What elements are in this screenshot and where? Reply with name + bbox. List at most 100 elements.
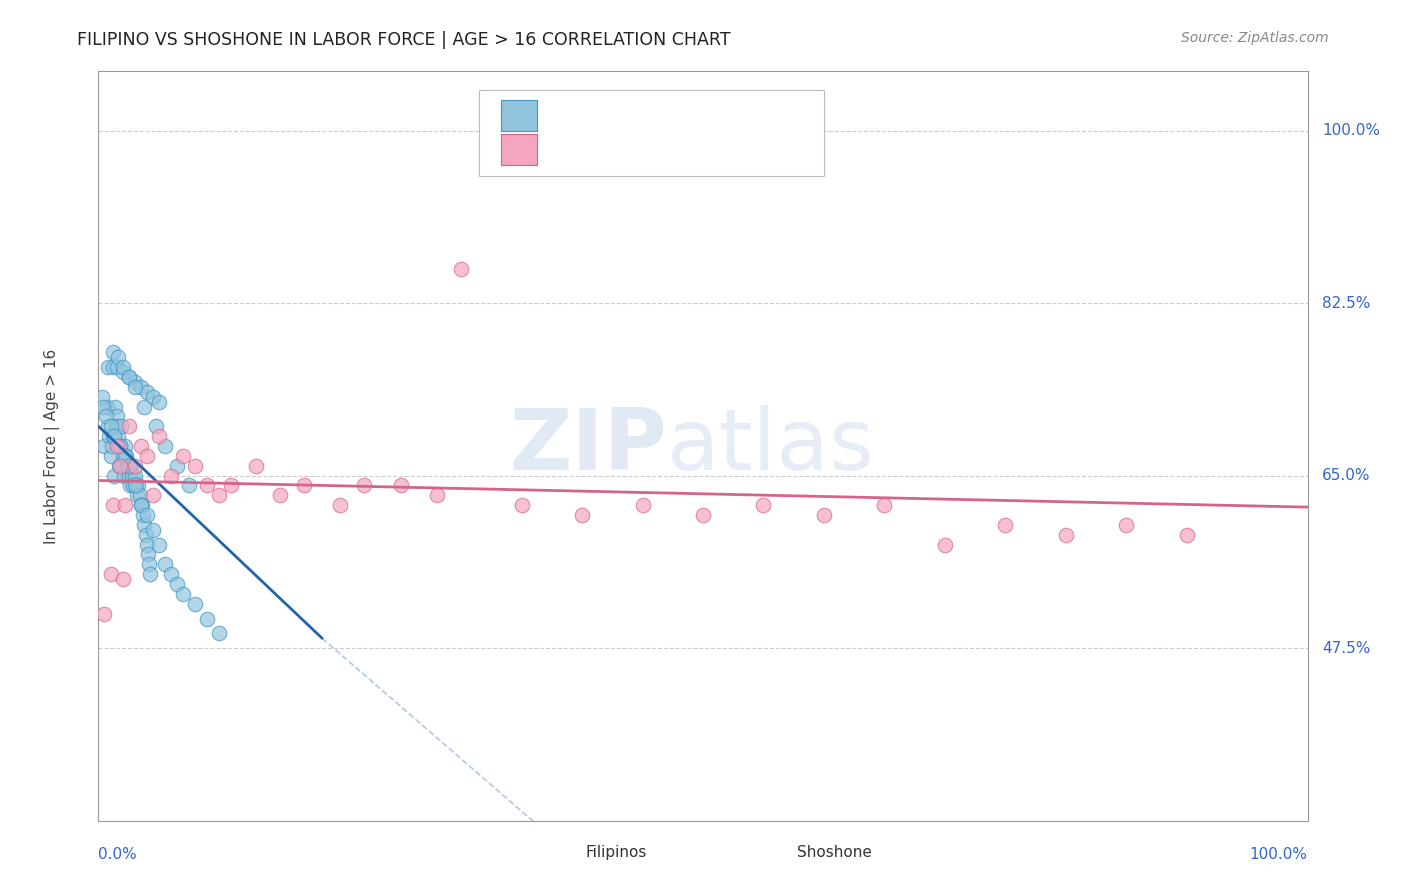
Point (124, 478, 146, 492)
Point (195, 478, 218, 492)
Point (245, 458, 267, 473)
Point (135, 508, 157, 522)
Point (160, 567, 183, 582)
Point (153, 439, 176, 453)
Point (101, 345, 124, 359)
Point (145, 419, 167, 434)
Point (111, 458, 134, 473)
FancyBboxPatch shape (479, 90, 824, 177)
Bar (501, 134, 537, 165)
Point (934, 538, 956, 552)
Point (108, 439, 131, 453)
Point (100, 439, 122, 453)
Point (129, 498, 152, 512)
Point (107, 351, 129, 365)
Point (752, 498, 775, 512)
Point (118, 370, 141, 384)
Point (111, 572, 134, 586)
Text: Source: ZipAtlas.com: Source: ZipAtlas.com (1181, 31, 1329, 45)
Point (118, 468, 141, 483)
Point (127, 488, 149, 502)
Text: atlas: atlas (666, 404, 875, 488)
Point (122, 478, 145, 492)
Point (114, 439, 136, 453)
Point (107, 429, 129, 443)
Point (148, 429, 170, 443)
Point (426, 488, 449, 502)
Point (208, 626, 231, 640)
Point (124, 458, 146, 473)
Point (100, 419, 122, 434)
Point (105, 419, 128, 434)
Point (108, 458, 131, 473)
Point (100, 449, 122, 463)
Point (292, 478, 315, 492)
Point (121, 468, 143, 483)
Point (108, 439, 131, 453)
Point (118, 370, 141, 384)
Point (97, 360, 120, 375)
Point (94, 409, 117, 424)
Text: 0.0%: 0.0% (98, 847, 138, 862)
Point (129, 498, 152, 512)
Point (96, 400, 118, 414)
Point (994, 517, 1017, 532)
Point (138, 558, 160, 572)
Point (111, 360, 134, 375)
Point (142, 523, 165, 537)
Point (135, 527, 157, 541)
Point (118, 478, 141, 492)
Point (134, 517, 156, 532)
Point (115, 449, 138, 463)
Point (131, 498, 153, 512)
Point (1175, 527, 1198, 541)
Point (195, 611, 218, 625)
Point (129, 439, 152, 453)
Point (160, 468, 183, 483)
Text: FILIPINO VS SHOSHONE IN LABOR FORCE | AGE > 16 CORRELATION CHART: FILIPINO VS SHOSHONE IN LABOR FORCE | AG… (77, 31, 731, 49)
Text: 100.0%: 100.0% (1322, 123, 1381, 138)
Point (124, 375, 146, 389)
Text: 100.0%: 100.0% (1250, 847, 1308, 862)
Point (117, 458, 139, 473)
Point (101, 360, 124, 375)
Point (101, 429, 124, 443)
Text: ZIP: ZIP (509, 404, 666, 488)
Point (93, 439, 115, 453)
Point (329, 498, 352, 512)
Point (1054, 527, 1077, 541)
Text: Filipinos: Filipinos (586, 846, 647, 861)
Text: 47.5%: 47.5% (1322, 640, 1371, 656)
Point (104, 400, 127, 414)
Point (125, 478, 148, 492)
Point (91, 390, 114, 404)
Point (873, 498, 896, 512)
Point (142, 390, 165, 404)
Point (135, 449, 157, 463)
Bar (763, 842, 790, 864)
Point (139, 567, 162, 582)
Point (184, 597, 207, 611)
Point (111, 365, 134, 379)
Point (124, 380, 146, 394)
Point (105, 409, 128, 424)
Point (91, 400, 114, 414)
Point (118, 458, 141, 473)
Point (105, 360, 128, 375)
Point (813, 508, 835, 522)
Bar (551, 842, 578, 864)
Point (692, 508, 714, 522)
Point (124, 468, 146, 483)
Point (450, 261, 472, 276)
Point (142, 488, 165, 502)
Point (93, 607, 115, 621)
Point (166, 458, 188, 473)
Point (571, 508, 593, 522)
Point (510, 498, 533, 512)
Point (148, 394, 170, 409)
Text: R = -0.535   N = 80: R = -0.535 N = 80 (551, 106, 714, 125)
Point (135, 538, 157, 552)
Point (127, 478, 149, 492)
Point (110, 419, 132, 434)
Point (148, 538, 170, 552)
